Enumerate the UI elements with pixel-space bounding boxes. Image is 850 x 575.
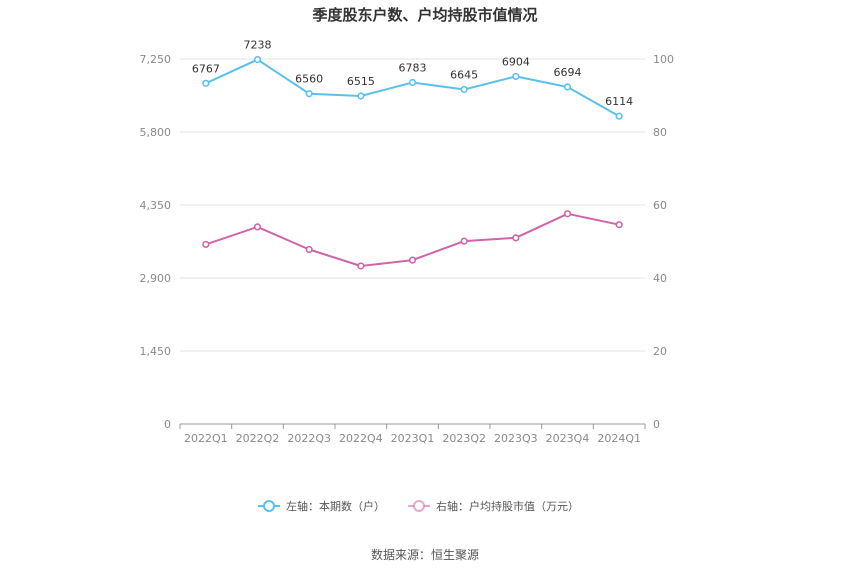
data-point-left [253, 56, 262, 64]
data-label: 6694 [554, 66, 582, 79]
chart-title: 季度股东户数、户均持股市值情况 [312, 6, 537, 24]
x-tick-label: 2022Q1 [184, 432, 228, 445]
plot-area [202, 56, 623, 270]
data-label: 7238 [244, 39, 272, 52]
data-point-left [408, 78, 417, 87]
data-point-left [615, 112, 623, 120]
data-point-right [357, 262, 365, 270]
y-left-tick-label: 7,250 [140, 53, 172, 66]
y-axis-right: 0 20 40 60 80 100 [653, 53, 674, 431]
legend-label-left-series: 左轴：本期数（户） [286, 499, 385, 513]
data-point-right [512, 234, 520, 242]
data-labels: 6767 7238 6560 6515 6783 6645 6904 6694 6114 [192, 39, 633, 109]
y-right-tick-label: 20 [653, 345, 667, 358]
y-left-tick-label: 0 [164, 418, 171, 431]
x-tick-label: 2023Q4 [546, 432, 590, 445]
data-label: 6767 [192, 62, 220, 75]
data-label: 6783 [399, 62, 427, 75]
data-point-right [460, 237, 468, 245]
y-right-tick-label: 40 [653, 272, 667, 285]
data-label: 6515 [347, 75, 375, 88]
y-left-tick-label: 5,800 [140, 126, 172, 139]
source-note: 数据来源：恒生聚源 [371, 547, 479, 562]
data-point-left [357, 92, 365, 100]
data-point-right [408, 256, 417, 264]
gridlines [180, 58, 645, 352]
x-tick-label: 2023Q2 [442, 432, 486, 445]
data-label: 6114 [605, 95, 633, 108]
data-label: 6645 [450, 68, 478, 81]
x-tick-label: 2024Q1 [597, 432, 641, 445]
data-point-left [305, 90, 313, 98]
data-point-right [253, 223, 262, 231]
x-tick-label: 2023Q1 [391, 432, 435, 445]
data-point-right [563, 210, 572, 218]
x-axis: 2022Q1 2022Q2 2022Q3 2022Q4 2023Q1 2023Q2 2023… [179, 423, 646, 445]
data-label: 6560 [295, 73, 323, 86]
y-right-tick-label: 100 [653, 53, 674, 66]
data-label: 6904 [502, 55, 530, 68]
data-point-right [615, 221, 623, 229]
x-tick-label: 2022Q3 [287, 432, 331, 445]
data-point-right [202, 240, 210, 249]
y-right-tick-label: 80 [653, 126, 667, 139]
legend-label-right-series: 右轴：户均持股市值（万元） [436, 499, 579, 513]
x-tick-label: 2023Q3 [494, 432, 538, 445]
x-tick-label: 2022Q2 [236, 432, 280, 445]
data-point-right [305, 245, 313, 254]
legend-item-left-series[interactable]: 左轴：本期数（户） [258, 499, 385, 513]
y-right-tick-label: 60 [653, 199, 667, 212]
y-left-tick-label: 2,900 [140, 272, 172, 285]
y-left-tick-label: 1,450 [140, 345, 172, 358]
legend-item-right-series[interactable]: 右轴：户均持股市值（万元） [408, 499, 579, 513]
y-left-tick-label: 4,350 [140, 199, 172, 212]
data-point-left [202, 79, 210, 87]
x-tick-label: 2022Q4 [339, 432, 383, 445]
data-point-left [512, 72, 520, 81]
legend: 左轴：本期数（户） 右轴：户均持股市值（万元） [258, 499, 579, 513]
y-axis-left: 0 1,450 2,900 4,350 5,800 7,250 [140, 53, 172, 431]
y-right-tick-label: 0 [653, 418, 660, 431]
data-point-left [460, 85, 468, 94]
data-point-left [563, 83, 572, 91]
